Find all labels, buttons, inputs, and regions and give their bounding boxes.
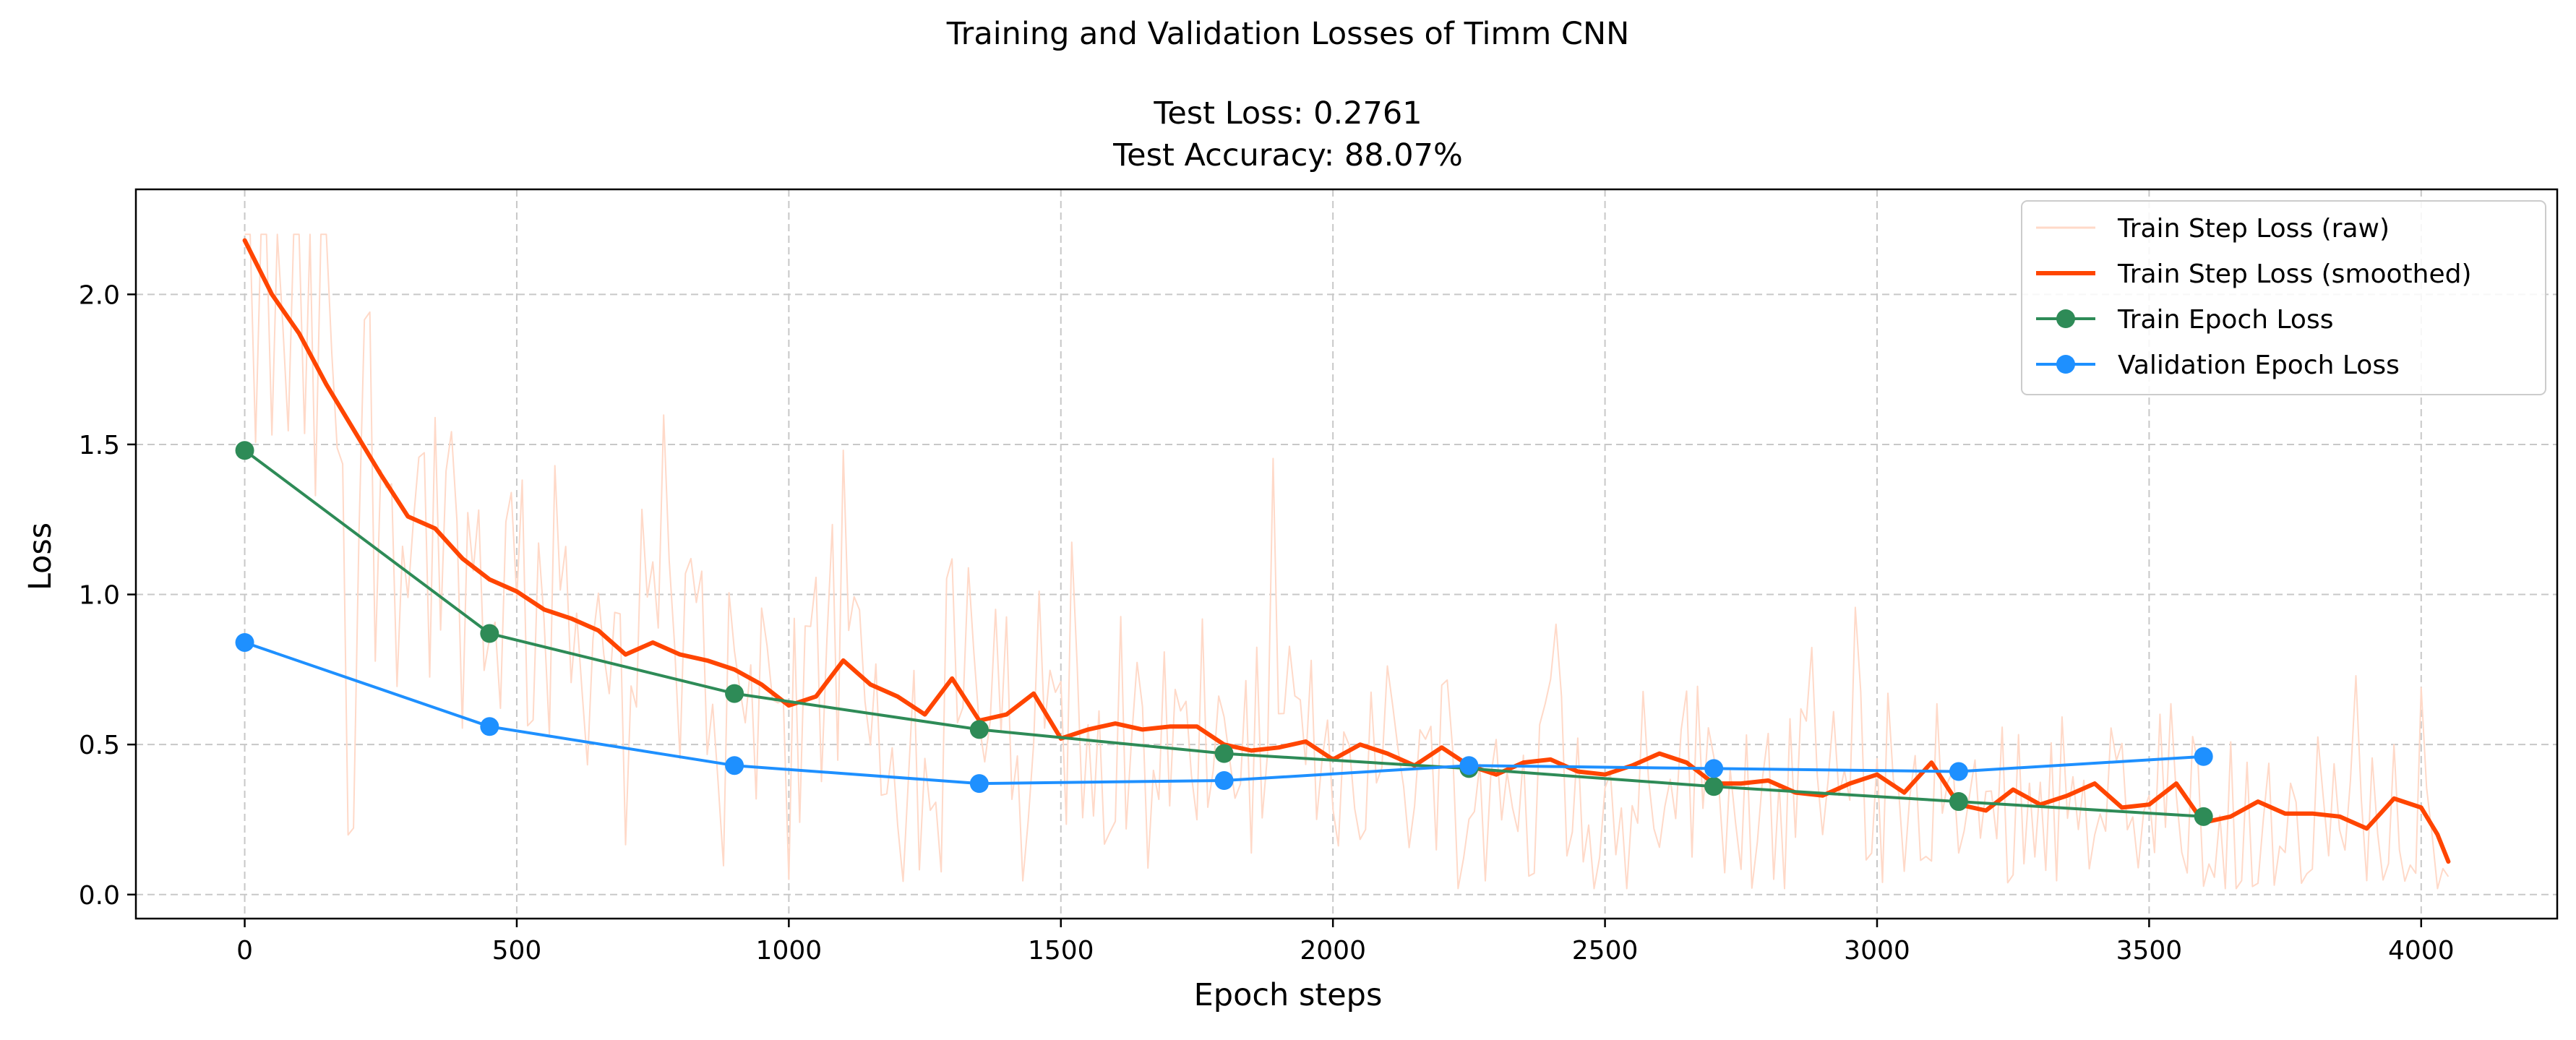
y-tick-label: 2.0 [79, 280, 120, 310]
validation-epoch-point [2194, 747, 2213, 766]
validation-epoch-point [1949, 762, 1968, 781]
legend-entry-label: Train Step Loss (smoothed) [2117, 259, 2472, 289]
legend-entry-label: Train Epoch Loss [2117, 305, 2333, 335]
legend-marker [2056, 355, 2075, 374]
y-tick-label: 1.5 [79, 431, 120, 460]
x-axis-label: Epoch steps [1193, 977, 1383, 1013]
y-tick-label: 0.0 [79, 881, 120, 911]
x-tick-label: 500 [492, 936, 542, 966]
validation-epoch-point [969, 774, 989, 794]
train-epoch-point [969, 720, 989, 739]
train-epoch-point [1704, 777, 1724, 796]
series-train-step-loss-smoothed [242, 238, 2451, 864]
validation-epoch-point [1459, 756, 1479, 775]
legend-entry-label: Validation Epoch Loss [2118, 351, 2400, 380]
x-tick-label: 1500 [1028, 936, 1094, 966]
plot-frame [134, 188, 2559, 920]
series-train-step-loss-raw [244, 233, 2450, 890]
ticks: 0 500 1000 1500 2000 2500 3000 3500 4000 0.0 0.5 1.… [79, 280, 2455, 966]
train-epoch-point [235, 441, 254, 460]
raw-series-layer [244, 233, 2450, 890]
validation-epoch-point [725, 756, 744, 775]
x-tick-label: 3500 [2116, 936, 2183, 966]
y-axis-label: Loss [22, 522, 59, 591]
train-epoch-point [725, 684, 744, 703]
validation-epoch-point [480, 717, 499, 736]
validation-epoch-point [1704, 759, 1724, 778]
train-epoch-point [1949, 792, 1968, 812]
train-epoch-point [2194, 807, 2213, 826]
x-tick-label: 2000 [1300, 936, 1366, 966]
chart-subtitle-test-accuracy: Test Accuracy: 88.07% [1113, 137, 1463, 173]
validation-epoch-point [1214, 770, 1234, 790]
chart-subtitle-test-loss: Test Loss: 0.2761 [1154, 95, 1422, 132]
legend: Train Step Loss (raw) Train Step Loss (sm… [2021, 200, 2546, 395]
train-epoch-point [480, 624, 499, 643]
data-series-layer [235, 238, 2451, 864]
y-tick-label: 0.5 [79, 731, 120, 760]
x-tick-label: 3000 [1844, 936, 1910, 966]
chart-title: Training and Validation Losses of Timm C… [946, 16, 1630, 52]
legend-box [2021, 200, 2546, 395]
legend-marker [2056, 309, 2075, 328]
x-tick-label: 0 [236, 936, 253, 966]
validation-epoch-point [235, 632, 254, 652]
train-epoch-point [1214, 744, 1234, 763]
x-tick-label: 2500 [1572, 936, 1639, 966]
x-tick-label: 4000 [2388, 936, 2455, 966]
x-tick-label: 1000 [756, 936, 823, 966]
y-tick-label: 1.0 [79, 581, 120, 611]
legend-entry-label: Train Step Loss (raw) [2117, 214, 2390, 244]
